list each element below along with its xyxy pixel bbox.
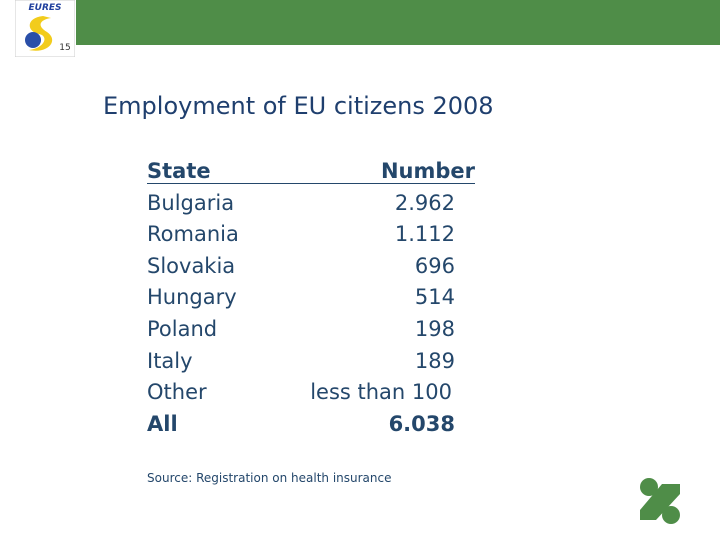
header-bar xyxy=(76,0,720,45)
corner-dot xyxy=(662,506,680,524)
header-underline xyxy=(147,183,475,184)
number-cell: 198 xyxy=(414,317,455,341)
source-note: Source: Registration on health insurance xyxy=(147,471,392,485)
total-label: All xyxy=(147,411,178,436)
header-cell: Number xyxy=(380,159,475,183)
state-cell: Italy xyxy=(147,348,193,373)
state-cell: Bulgaria xyxy=(147,190,235,215)
number-cell: 189 xyxy=(414,348,455,373)
state-cell: Hungary xyxy=(147,285,237,310)
logo-badge: 15 xyxy=(59,43,70,53)
state-cell: Poland xyxy=(147,317,218,341)
number-cell: 2.962 xyxy=(394,190,455,215)
number-cell: 1.112 xyxy=(394,222,455,247)
logo-dot xyxy=(25,32,41,48)
header-cell: State xyxy=(147,159,211,183)
logo-text: EURES xyxy=(28,3,61,13)
slide-title: Employment of EU citizens 2008 xyxy=(103,92,494,120)
state-cell: Other xyxy=(147,380,207,405)
logo: EURES 15 xyxy=(15,0,75,57)
number-cell: less than 100 xyxy=(310,380,452,405)
state-cell: Slovakia xyxy=(147,253,236,278)
logo-swoosh xyxy=(29,16,53,51)
corner-dot xyxy=(640,478,658,496)
corner-shape xyxy=(640,484,680,520)
number-cell: 696 xyxy=(414,253,455,278)
corner-logo xyxy=(640,478,680,524)
state-cell: Romania xyxy=(147,222,239,247)
total-number: 6.038 xyxy=(388,411,455,436)
number-cell: 514 xyxy=(414,285,455,310)
